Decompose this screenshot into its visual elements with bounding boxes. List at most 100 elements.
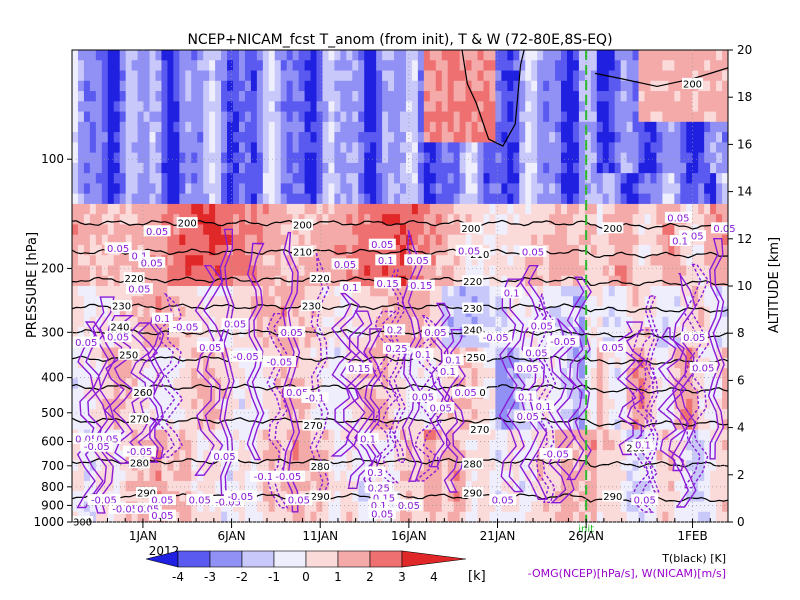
anomaly-cell xyxy=(638,142,646,154)
anomaly-cell xyxy=(215,480,222,492)
anomaly-cell xyxy=(704,378,711,390)
anomaly-cell xyxy=(358,275,365,287)
anomaly-cell xyxy=(596,132,604,143)
anomaly-cell xyxy=(441,244,449,256)
anomaly-cell xyxy=(233,275,240,287)
anomaly-cell xyxy=(596,378,604,390)
anomaly-cell xyxy=(400,111,407,123)
anomaly-cell xyxy=(572,398,580,410)
anomaly-cell xyxy=(107,183,115,195)
anomaly-cell xyxy=(417,152,425,164)
anomaly-cell xyxy=(692,347,699,359)
anomaly-cell xyxy=(656,368,663,379)
anomaly-cell xyxy=(471,60,479,72)
anomaly-cell xyxy=(316,142,324,154)
anomaly-cell xyxy=(161,101,169,113)
anomaly-cell xyxy=(233,70,240,82)
anomaly-cell xyxy=(507,398,514,410)
anomaly-cell xyxy=(561,203,568,215)
anomaly-cell xyxy=(388,286,395,297)
anomaly-cell xyxy=(167,80,174,92)
anomaly-cell xyxy=(680,470,687,482)
anomaly-cell xyxy=(650,480,658,492)
anomaly-cell xyxy=(441,265,449,277)
anomaly-cell xyxy=(334,50,341,61)
anomaly-cell xyxy=(626,152,634,164)
anomaly-cell xyxy=(316,111,324,123)
anomaly-cell xyxy=(77,316,85,328)
anomaly-cell xyxy=(256,275,264,287)
anomaly-cell xyxy=(531,491,538,503)
anomaly-cell xyxy=(298,60,306,72)
anomaly-cell xyxy=(555,480,562,492)
anomaly-cell xyxy=(620,480,628,492)
anomaly-cell xyxy=(292,347,300,359)
anomaly-cell xyxy=(590,501,598,513)
anomaly-cell xyxy=(262,347,270,359)
anomaly-cell xyxy=(561,60,568,72)
anomaly-cell xyxy=(161,347,169,359)
anomaly-cell xyxy=(364,121,371,133)
anomaly-cell xyxy=(185,173,192,184)
anomaly-cell xyxy=(489,429,497,441)
anomaly-cell xyxy=(262,132,270,143)
anomaly-cell xyxy=(549,501,556,513)
anomaly-cell xyxy=(346,480,353,492)
anomaly-cell xyxy=(483,60,491,72)
anomaly-cell xyxy=(680,368,687,379)
anomaly-cell xyxy=(650,214,658,226)
anomaly-cell xyxy=(358,80,365,92)
anomaly-cell xyxy=(650,70,658,82)
anomaly-cell xyxy=(83,470,91,482)
anomaly-cell xyxy=(405,91,413,102)
anomaly-cell xyxy=(244,193,252,205)
anomaly-cell xyxy=(620,80,628,92)
anomaly-cell xyxy=(233,80,240,92)
anomaly-cell xyxy=(322,214,330,226)
anomaly-cell xyxy=(400,388,407,400)
anomaly-cell xyxy=(429,265,437,277)
anomaly-cell xyxy=(328,162,335,174)
anomaly-cell xyxy=(626,162,634,174)
anomaly-cell xyxy=(441,214,449,226)
anomaly-cell xyxy=(405,142,413,154)
anomaly-cell xyxy=(191,80,198,92)
anomaly-cell xyxy=(656,91,663,102)
anomaly-cell xyxy=(405,265,413,277)
anomaly-cell xyxy=(704,121,711,133)
anomaly-cell xyxy=(191,378,198,390)
anomaly-cell xyxy=(155,50,163,61)
anomaly-cell xyxy=(662,419,669,431)
anomaly-cell xyxy=(95,60,103,72)
anomaly-cell xyxy=(608,306,616,318)
anomaly-cell xyxy=(185,193,192,205)
anomaly-cell xyxy=(405,234,413,246)
anomaly-cell xyxy=(543,214,550,226)
anomaly-cell xyxy=(656,234,663,246)
anomaly-cell xyxy=(221,214,228,226)
anomaly-cell xyxy=(656,60,663,72)
anomaly-cell xyxy=(215,306,222,318)
anomaly-cell xyxy=(680,183,687,195)
anomaly-cell xyxy=(525,101,532,113)
anomaly-cell xyxy=(268,50,276,61)
anomaly-cell xyxy=(590,327,598,338)
anomaly-cell xyxy=(113,224,121,236)
anomaly-cell xyxy=(292,306,300,318)
anomaly-cell xyxy=(340,162,347,174)
anomaly-cell xyxy=(346,152,353,164)
anomaly-cell xyxy=(394,111,401,123)
anomaly-cell xyxy=(203,368,210,379)
anomaly-cell xyxy=(662,224,669,236)
anomaly-cell xyxy=(388,121,395,133)
anomaly-cell xyxy=(644,111,652,123)
anomaly-cell xyxy=(89,409,97,420)
anomaly-cell xyxy=(382,80,389,92)
anomaly-cell xyxy=(644,337,652,349)
anomaly-cell xyxy=(596,91,604,102)
anomaly-cell xyxy=(686,193,693,205)
anomaly-cell xyxy=(620,255,628,267)
anomaly-cell xyxy=(113,419,121,431)
anomaly-cell xyxy=(328,214,335,226)
anomaly-cell xyxy=(268,275,276,287)
